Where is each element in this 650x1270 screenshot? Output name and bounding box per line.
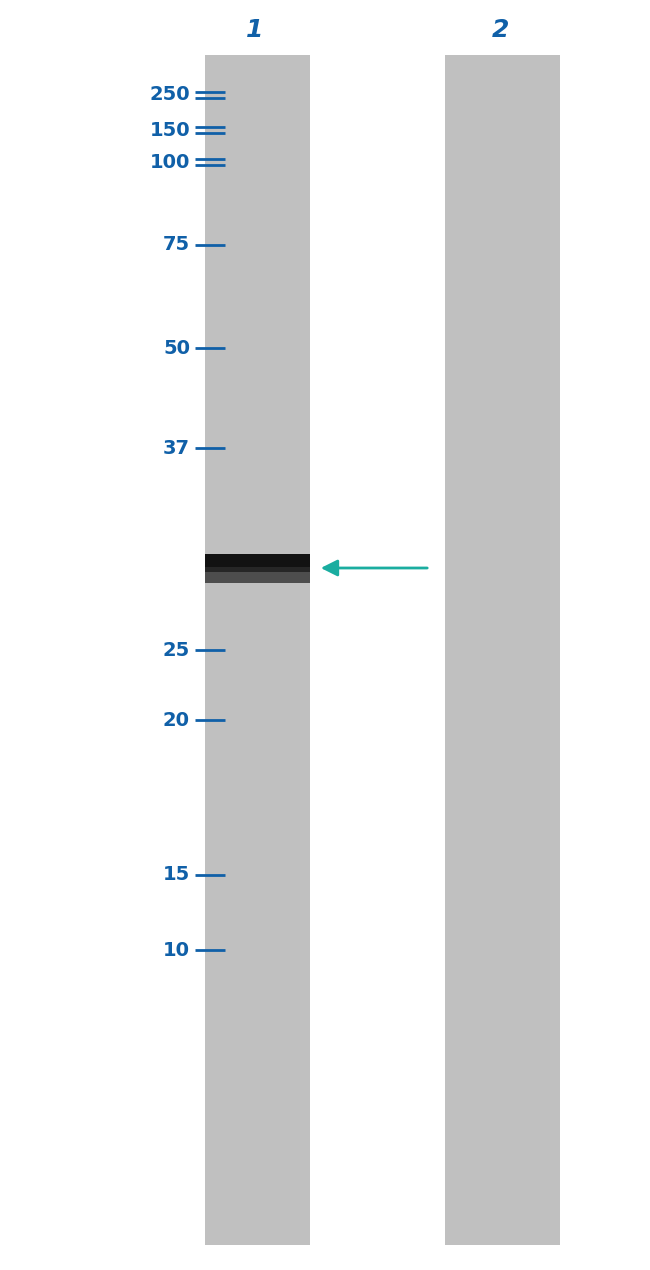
Text: 1: 1 [246,18,264,42]
Bar [445,55,560,1245]
Text: 100: 100 [150,152,190,171]
Text: 150: 150 [150,121,190,140]
Text: 10: 10 [163,941,190,960]
Text: 2: 2 [491,18,509,42]
Text: 20: 20 [163,710,190,729]
Text: 50: 50 [163,339,190,357]
Text: 75: 75 [163,235,190,254]
Text: 250: 250 [150,85,190,104]
Text: 15: 15 [162,865,190,884]
Bar [205,55,310,1245]
Text: 25: 25 [162,640,190,659]
Text: 37: 37 [163,438,190,457]
